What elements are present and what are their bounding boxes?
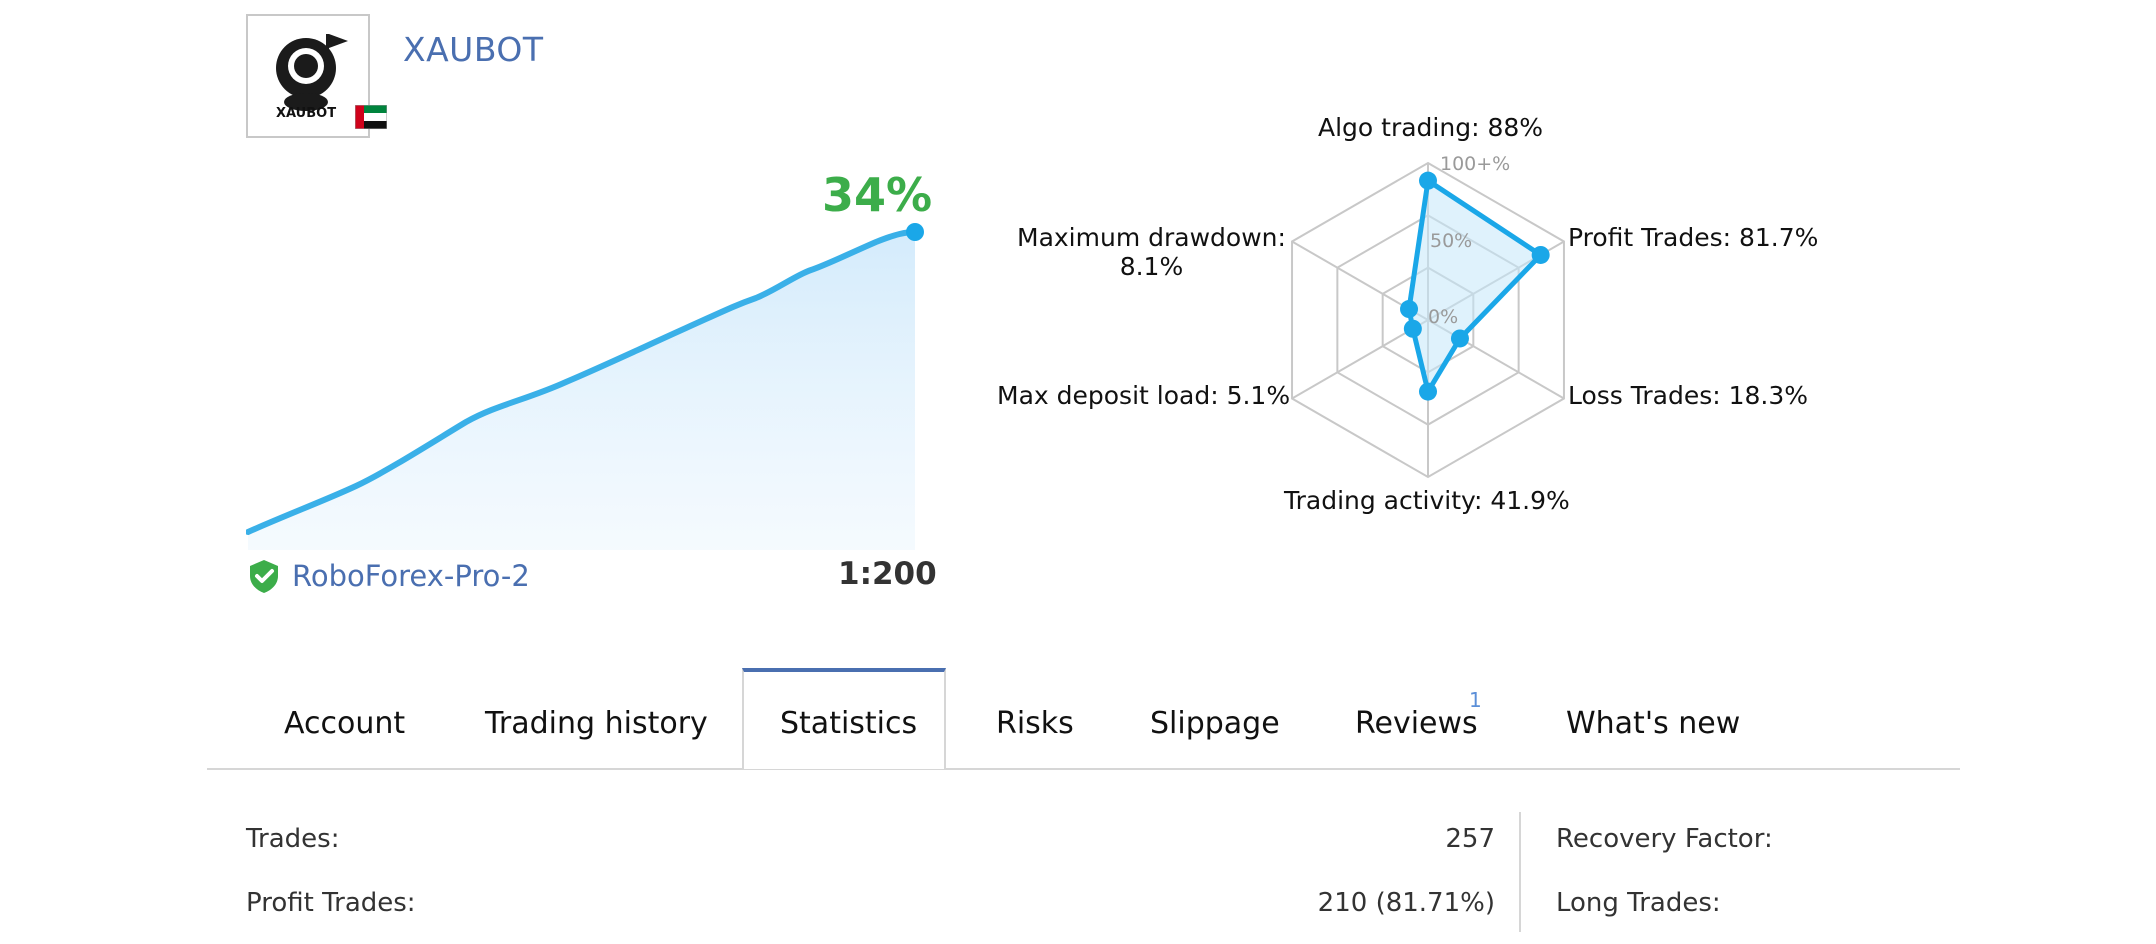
stat-trades-label: Trades:	[246, 824, 340, 854]
tab-bar: Account Trading history Statistics Risks…	[207, 668, 1960, 770]
radar-label-max-drawdown-line2: 8.1%	[1119, 252, 1184, 281]
radar-chart: 100+% 50% 0%	[1291, 153, 1565, 479]
tab-reviews[interactable]: Reviews	[1355, 706, 1478, 741]
stat-recovery-factor-label: Recovery Factor:	[1556, 824, 1773, 854]
stat-profit-trades-value: 210 (81.71%)	[1317, 888, 1495, 918]
astronaut-logo-icon	[276, 34, 348, 111]
radar-points	[1400, 171, 1550, 401]
radar-label-profit-trades: Profit Trades: 81.7%	[1568, 223, 1819, 252]
radar-label-algo-trading: Algo trading: 88%	[1318, 113, 1544, 142]
broker-link[interactable]: RoboForex-Pro-2	[292, 559, 530, 593]
tab-account[interactable]: Account	[284, 706, 406, 741]
radar-scale-0: 0%	[1428, 306, 1458, 328]
verified-shield-icon	[250, 560, 278, 593]
radar-area	[1406, 178, 1544, 395]
signal-name-link[interactable]: XAUBOT	[403, 30, 544, 69]
growth-value: 34%	[822, 168, 933, 222]
radar-point-4	[1403, 319, 1422, 338]
tab-statistics[interactable]: Statistics	[780, 706, 918, 741]
radar-point-0	[1419, 171, 1437, 190]
radar-point-2	[1450, 329, 1469, 348]
radar-label-max-drawdown: Maximum drawdown: 8.1%	[1017, 223, 1286, 281]
growth-line	[246, 229, 918, 535]
tab-trading-history[interactable]: Trading history	[485, 706, 708, 741]
growth-area	[248, 232, 915, 550]
stat-trades-value: 257	[1445, 824, 1495, 854]
reviews-count-badge: 1	[1469, 688, 1482, 712]
tab-risks[interactable]: Risks	[996, 706, 1074, 741]
radar-scale-50: 50%	[1430, 230, 1472, 252]
radar-point-5	[1400, 300, 1419, 319]
tab-whats-new[interactable]: What's new	[1566, 706, 1741, 741]
stat-profit-trades-label: Profit Trades:	[246, 888, 416, 918]
radar-point-3	[1419, 382, 1437, 401]
stats-divider	[1519, 812, 1521, 932]
stat-long-trades-label: Long Trades:	[1556, 888, 1721, 918]
broker-row: RoboForex-Pro-2	[246, 556, 530, 596]
radar-label-max-deposit-load: Max deposit load: 5.1%	[997, 381, 1291, 410]
signal-logo[interactable]: XAUBOT	[246, 14, 370, 138]
growth-end-point	[906, 223, 924, 241]
radar-label-max-drawdown-line1: Maximum drawdown:	[1017, 223, 1286, 252]
radar-scale-100: 100+%	[1440, 153, 1510, 175]
tab-active-indicator	[742, 668, 946, 769]
radar-point-1	[1531, 245, 1550, 264]
radar-label-loss-trades: Loss Trades: 18.3%	[1568, 381, 1809, 410]
radar-label-trading-activity: Trading activity: 41.9%	[1284, 486, 1570, 515]
growth-chart	[246, 223, 924, 550]
leverage-value: 1:200	[838, 556, 937, 592]
uae-flag-icon	[354, 104, 388, 133]
tab-slippage[interactable]: Slippage	[1150, 706, 1280, 741]
logo-text: XAUBOT	[276, 106, 337, 121]
